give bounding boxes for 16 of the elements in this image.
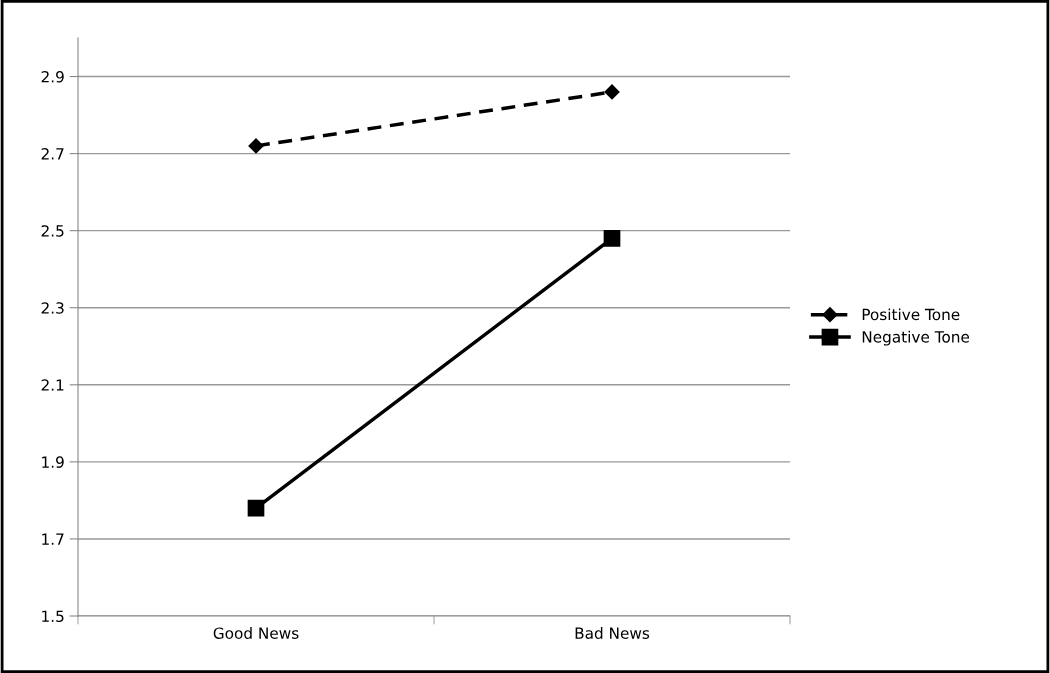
legend-label: Positive Tone — [862, 308, 960, 321]
y-tick-label: 2.7 — [41, 148, 64, 160]
y-tick-label: 1.5 — [42, 610, 64, 623]
point — [603, 230, 621, 247]
point — [604, 84, 620, 100]
point — [248, 138, 264, 154]
y-tick-label: 2.5 — [41, 225, 64, 237]
y-tick-label: 2.3 — [41, 302, 64, 314]
point — [247, 499, 265, 517]
y-tick-label: 1.7 — [42, 533, 64, 545]
y-tick-label: 1.9 — [42, 456, 64, 468]
x-tick-label: Bad News — [575, 627, 650, 639]
y-tick-label: 2.1 — [41, 379, 64, 391]
legend-label: Negative Tone — [862, 330, 970, 346]
y-tick-label: 2.9 — [41, 71, 64, 83]
x-tick-label: Good News — [213, 627, 299, 639]
